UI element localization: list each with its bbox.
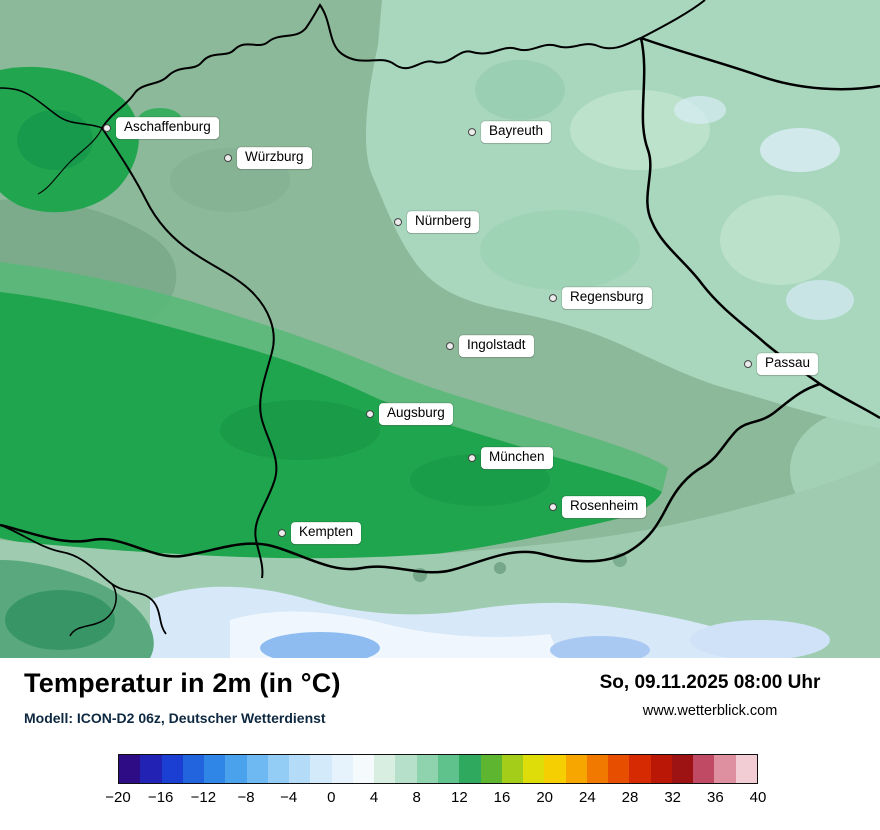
legend-tick-label: −16 <box>147 789 174 806</box>
city-dot <box>549 503 557 511</box>
page-title: Temperatur in 2m (in °C) <box>24 668 341 698</box>
legend-color-step <box>225 755 247 783</box>
legend-color-step <box>289 755 311 783</box>
model-info: Modell: ICON-D2 06z, Deutscher Wetterdie… <box>24 710 326 726</box>
city-marker-ingolstadt: Ingolstadt <box>446 335 534 357</box>
city-label: Aschaffenburg <box>116 117 219 139</box>
city-dot <box>278 529 286 537</box>
legend-tick-label: 0 <box>327 789 336 806</box>
legend-tick-label: 12 <box>450 789 468 806</box>
city-label: Bayreuth <box>481 121 552 143</box>
website-url: www.wetterblick.com <box>642 703 778 719</box>
legend-color-step <box>608 755 630 783</box>
city-dot <box>468 128 476 136</box>
legend-color-step <box>544 755 566 783</box>
legend-tick-label: 24 <box>578 789 596 806</box>
city-dot <box>446 342 454 350</box>
legend-color-step <box>693 755 715 783</box>
legend-tick-label: 40 <box>749 789 767 806</box>
city-dot <box>549 294 557 302</box>
legend-color-step <box>480 755 502 783</box>
legend-tick-label: 20 <box>536 789 553 806</box>
legend-tick-label: 32 <box>664 789 681 806</box>
footer-right-column: So, 09.11.2025 08:00 Uhr www.wetterblick… <box>560 672 860 719</box>
forecast-datetime: So, 09.11.2025 08:00 Uhr <box>599 672 821 693</box>
city-marker-münchen: München <box>468 447 553 469</box>
city-dot <box>224 154 232 162</box>
legend-tick-label: −4 <box>280 789 298 806</box>
city-label: Regensburg <box>562 287 652 309</box>
legend-color-step <box>310 755 332 783</box>
city-marker-rosenheim: Rosenheim <box>549 496 647 518</box>
legend-color-step <box>119 755 141 783</box>
city-marker-kempten: Kempten <box>278 522 362 544</box>
legend-tick-row: −20 −16 −12 −8 −4 0 4 8 12 16 20 24 28 32 36 40 <box>105 789 766 811</box>
temperature-legend: −20 −16 −12 −8 −4 0 4 8 12 16 20 24 28 32 36 40 <box>105 754 766 816</box>
legend-tick-label: −20 <box>105 789 131 806</box>
legend-tick-label: 16 <box>493 789 511 806</box>
city-dot <box>744 360 752 368</box>
legend-tick-label: 36 <box>706 789 724 806</box>
legend-color-step <box>501 755 524 783</box>
legend-color-step <box>352 755 375 783</box>
legend-color-step <box>267 755 290 783</box>
legend-color-step <box>140 755 162 783</box>
legend-tick-label: 8 <box>412 789 421 806</box>
legend-color-step <box>331 755 353 783</box>
legend-color-step <box>714 755 736 783</box>
city-label: Ingolstadt <box>459 335 534 357</box>
city-label: Augsburg <box>379 403 453 425</box>
city-marker-passau: Passau <box>744 353 819 375</box>
legend-color-step <box>565 755 587 783</box>
city-label: Würzburg <box>237 147 312 169</box>
city-label: Passau <box>757 353 819 375</box>
city-marker-regensburg: Regensburg <box>549 287 652 309</box>
city-label: Kempten <box>291 522 362 544</box>
city-label: München <box>481 447 553 469</box>
city-marker-nürnberg: Nürnberg <box>394 211 480 233</box>
legend-tick-label: 4 <box>369 789 379 806</box>
legend-color-step <box>437 755 460 783</box>
legend-color-step <box>523 755 545 783</box>
footer: Temperatur in 2m (in °C) Modell: ICON-D2… <box>0 658 880 830</box>
city-markers-layer: Aschaffenburg Würzburg Bayreuth Nürnberg Reg… <box>103 117 819 544</box>
legend-color-step <box>161 755 183 783</box>
legend-color-step <box>459 755 481 783</box>
city-dot <box>468 454 476 462</box>
city-label: Rosenheim <box>562 496 647 518</box>
city-dot <box>394 218 402 226</box>
city-marker-aschaffenburg: Aschaffenburg <box>103 117 219 139</box>
map-area: Aschaffenburg Würzburg Bayreuth Nürnberg Reg… <box>0 0 880 658</box>
legend-color-step <box>182 755 205 783</box>
city-marker-bayreuth: Bayreuth <box>468 121 552 143</box>
legend-color-step <box>246 755 268 783</box>
temperature-map-graphic <box>0 0 880 658</box>
legend-color-step <box>395 755 417 783</box>
legend-color-step <box>629 755 651 783</box>
legend-colorbar <box>118 754 758 784</box>
city-dot <box>103 124 111 132</box>
legend-tick-label: −8 <box>237 789 255 806</box>
legend-color-step <box>735 755 757 783</box>
legend-color-step <box>204 755 226 783</box>
legend-color-step <box>374 755 396 783</box>
legend-color-step <box>416 755 438 783</box>
legend-color-step <box>671 755 694 783</box>
city-marker-augsburg: Augsburg <box>366 403 453 425</box>
legend-color-step <box>650 755 672 783</box>
city-label: Nürnberg <box>407 211 480 233</box>
city-dot <box>366 410 374 418</box>
legend-tick-label: −12 <box>190 789 217 806</box>
legend-tick-label: 28 <box>621 789 639 806</box>
legend-color-step <box>586 755 609 783</box>
city-marker-würzburg: Würzburg <box>224 147 312 169</box>
